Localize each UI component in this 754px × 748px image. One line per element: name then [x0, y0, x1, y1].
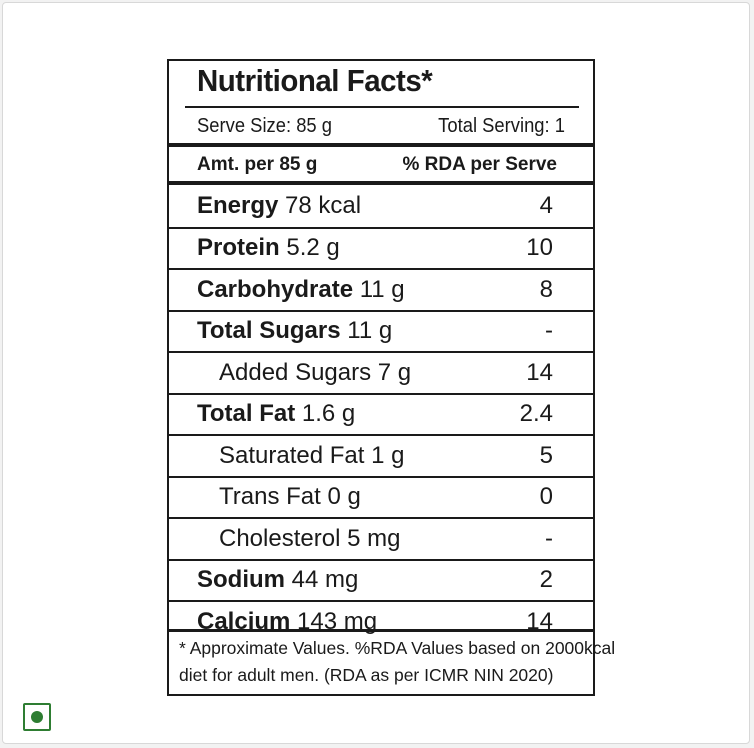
- nutrient-row: Energy 78 kcal 4: [169, 185, 593, 227]
- footnote: * Approximate Values. %RDA Values based …: [179, 635, 616, 689]
- nutrient-name: Energy 78 kcal: [197, 192, 361, 220]
- nutrient-row: Protein 5.2 g 10: [169, 226, 593, 269]
- nutrient-name: Added Sugars 7 g: [219, 359, 411, 387]
- rda-value: 8: [539, 275, 553, 303]
- nutrient-amount: 44 mg: [285, 566, 359, 594]
- nutrient-row: Trans Fat 0 g 0: [169, 475, 593, 518]
- nutrient-label: Total Fat: [197, 400, 296, 428]
- nutrient-amount: Saturated Fat 1 g: [219, 441, 405, 469]
- nutrient-amount: Added Sugars 7 g: [219, 358, 412, 386]
- nutrient-row: Added Sugars 7 g 14: [169, 351, 593, 393]
- nutrient-label: Carbohydrate: [197, 275, 354, 303]
- rda-value: 14: [526, 358, 553, 386]
- nutrient-name: Sodium 44 mg: [197, 566, 358, 594]
- nutrient-name: Trans Fat 0 g: [219, 483, 361, 511]
- veg-dot: [31, 711, 43, 723]
- nutrient-name: Total Fat 1.6 g: [197, 400, 355, 428]
- nutrient-name: Total Sugars 11 g: [197, 317, 392, 345]
- nutrient-amount: Cholesterol 5 mg: [219, 524, 401, 552]
- rda-value: 5: [539, 441, 553, 469]
- nutrient-label: Total Sugars: [197, 317, 341, 345]
- serving-info: Serve Size: 85 g Total Serving: 1: [197, 110, 565, 142]
- nutrient-row: Carbohydrate 11 g 8: [169, 268, 593, 310]
- nutrient-row: Total Sugars 11 g -: [169, 309, 593, 352]
- nutrient-amount: 5.2 g: [279, 234, 340, 262]
- footnote-line: * Approximate Values. %RDA Values based …: [179, 638, 616, 658]
- title-divider: [185, 106, 579, 108]
- nutrient-amount: 78 kcal: [278, 191, 362, 219]
- nutrient-row: Saturated Fat 1 g 5: [169, 434, 593, 476]
- footnote-line: diet for adult men. (RDA as per ICMR NIN…: [179, 665, 554, 685]
- nutrient-label: Sodium: [197, 566, 285, 594]
- nutrition-label: Nutritional Facts* Serve Size: 85 g Tota…: [167, 59, 616, 696]
- rda-value: -: [545, 524, 553, 552]
- rda-value: 10: [526, 234, 553, 262]
- thick-divider: [169, 181, 593, 185]
- nutrient-amount: Trans Fat 0 g: [219, 483, 361, 511]
- veg-indicator-icon[interactable]: [23, 703, 51, 731]
- nutrient-name: Protein 5.2 g: [197, 234, 340, 262]
- rda-value: 0: [539, 483, 553, 511]
- thick-divider: [169, 629, 593, 632]
- nutrient-amount: 11 g: [353, 275, 405, 303]
- nutrient-label: Energy: [197, 191, 279, 219]
- nutrient-amount: 11 g: [340, 317, 393, 345]
- nutrient-amount: 1.6 g: [295, 400, 356, 428]
- rda-value: 2.4: [519, 400, 553, 428]
- rda-value: 4: [539, 191, 553, 219]
- label-title: Nutritional Facts*: [197, 63, 433, 98]
- rda-value: -: [545, 317, 553, 345]
- nutrient-row: Sodium 44 mg 2: [169, 558, 593, 601]
- column-headers: Amt. per 85 g % RDA per Serve: [197, 147, 557, 183]
- serve-size: Serve Size: 85 g: [197, 114, 333, 137]
- nutrient-name: Cholesterol 5 mg: [219, 525, 400, 553]
- nutrient-row: Total Fat 1.6 g 2.4: [169, 392, 593, 435]
- rda-value: 2: [539, 566, 553, 594]
- rda-header: % RDA per Serve: [402, 154, 557, 175]
- nutrient-name: Saturated Fat 1 g: [219, 442, 404, 470]
- nutrient-row: Cholesterol 5 mg -: [169, 517, 593, 559]
- nutrient-name: Carbohydrate 11 g: [197, 276, 405, 304]
- total-serving: Total Serving: 1: [438, 114, 565, 137]
- nutrient-label: Protein: [197, 234, 280, 262]
- amount-header: Amt. per 85 g: [197, 154, 318, 175]
- thick-divider: [169, 143, 593, 147]
